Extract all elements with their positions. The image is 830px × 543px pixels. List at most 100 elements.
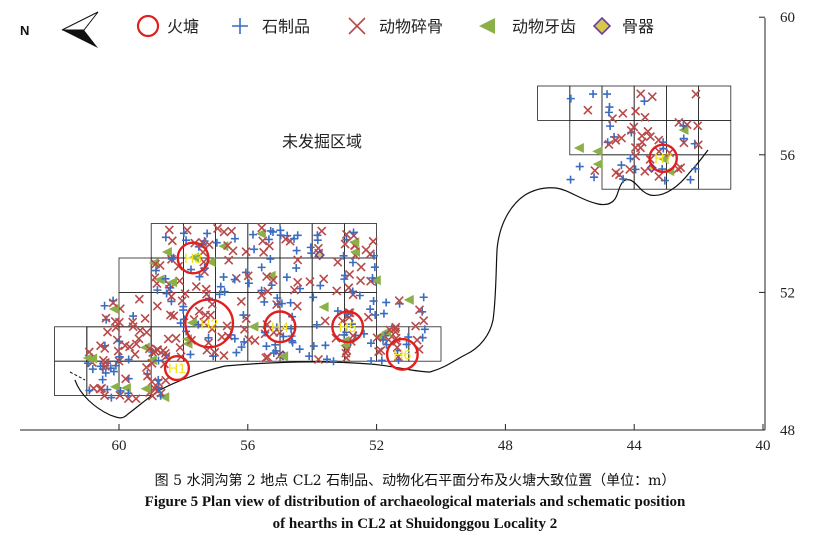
point-x xyxy=(95,341,106,351)
point-plus xyxy=(179,229,188,238)
point-plus xyxy=(371,310,380,319)
grid-cell xyxy=(537,85,571,121)
point-x xyxy=(647,92,657,102)
point-x xyxy=(654,171,664,181)
point-x xyxy=(243,271,253,281)
point-triangle xyxy=(82,352,93,363)
point-x xyxy=(257,290,267,300)
point-plus xyxy=(276,226,285,235)
point-plus xyxy=(313,231,322,240)
point-plus xyxy=(88,365,97,374)
point-x xyxy=(239,324,250,334)
point-x xyxy=(128,317,138,327)
point-x xyxy=(419,316,429,326)
point-x xyxy=(134,334,144,344)
point-x xyxy=(125,342,135,352)
point-x xyxy=(222,321,232,331)
point-plus xyxy=(305,352,314,361)
point-x xyxy=(676,163,686,173)
point-x xyxy=(169,311,179,321)
x-tick-label: 60 xyxy=(112,438,127,454)
point-plus xyxy=(154,375,163,384)
point-x xyxy=(163,334,173,344)
point-triangle xyxy=(374,331,385,342)
point-x xyxy=(130,349,140,359)
point-x xyxy=(625,164,635,174)
point-plus xyxy=(312,320,321,329)
point-plus xyxy=(239,311,248,320)
point-plus xyxy=(219,273,228,282)
point-x xyxy=(356,262,366,272)
point-plus xyxy=(329,357,338,366)
point-plus xyxy=(282,273,291,282)
point-plus xyxy=(355,291,364,300)
point-x xyxy=(643,126,653,136)
point-plus xyxy=(379,309,388,318)
point-x xyxy=(219,350,229,361)
point-x xyxy=(317,226,327,236)
point-x xyxy=(616,133,627,143)
point-x xyxy=(141,362,151,372)
point-plus xyxy=(339,251,348,260)
grid-cell xyxy=(698,120,732,156)
point-plus xyxy=(295,284,304,293)
caption-english-line-1: Figure 5 Plan view of distribution of ar… xyxy=(144,494,686,510)
point-x xyxy=(114,317,124,327)
point-plus xyxy=(295,345,304,354)
point-plus xyxy=(151,266,160,275)
point-x xyxy=(618,108,628,118)
hearth-H2 xyxy=(184,298,235,349)
point-x xyxy=(390,324,400,334)
point-plus xyxy=(124,355,133,364)
point-x xyxy=(363,312,373,322)
point-plus xyxy=(161,274,170,283)
point-x xyxy=(355,276,366,286)
point-plus xyxy=(250,245,259,254)
point-x xyxy=(102,327,113,337)
point-plus xyxy=(240,337,249,346)
point-x xyxy=(305,277,315,287)
point-plus xyxy=(156,391,165,400)
point-x xyxy=(250,336,260,346)
point-x xyxy=(631,106,641,116)
point-plus xyxy=(212,238,221,247)
point-x xyxy=(231,273,241,283)
point-plus xyxy=(273,293,282,302)
point-plus xyxy=(589,90,598,99)
point-plus xyxy=(216,282,225,291)
point-x xyxy=(679,138,689,148)
point-x xyxy=(344,283,354,293)
point-plus xyxy=(349,228,358,237)
point-plus xyxy=(237,343,246,352)
y-tick-label: 56 xyxy=(780,148,796,164)
point-plus xyxy=(686,175,695,184)
point-x xyxy=(150,384,160,394)
legend-marker-tool xyxy=(592,16,612,36)
point-x xyxy=(635,143,646,153)
point-plus xyxy=(366,339,375,348)
y-tick-label: 60 xyxy=(780,10,795,26)
point-x xyxy=(414,305,425,315)
point-triangle xyxy=(166,277,177,288)
x-tick-label: 48 xyxy=(498,438,513,454)
point-x xyxy=(100,343,110,353)
point-plus xyxy=(575,162,584,171)
point-triangle xyxy=(146,354,157,365)
x-tick-label: 40 xyxy=(756,438,771,454)
point-plus xyxy=(230,234,239,243)
point-plus xyxy=(377,356,386,365)
point-plus xyxy=(347,320,356,329)
point-x xyxy=(167,236,177,246)
point-plus xyxy=(382,298,391,307)
y-tick-label: 48 xyxy=(780,423,795,439)
point-x xyxy=(201,284,211,294)
point-x xyxy=(262,272,272,282)
point-diamond xyxy=(314,249,325,261)
point-x xyxy=(224,255,234,265)
point-x xyxy=(320,316,330,326)
point-plus xyxy=(215,290,224,299)
point-x xyxy=(236,296,246,307)
point-x xyxy=(95,384,105,394)
point-plus xyxy=(367,357,376,366)
point-x xyxy=(115,390,125,400)
